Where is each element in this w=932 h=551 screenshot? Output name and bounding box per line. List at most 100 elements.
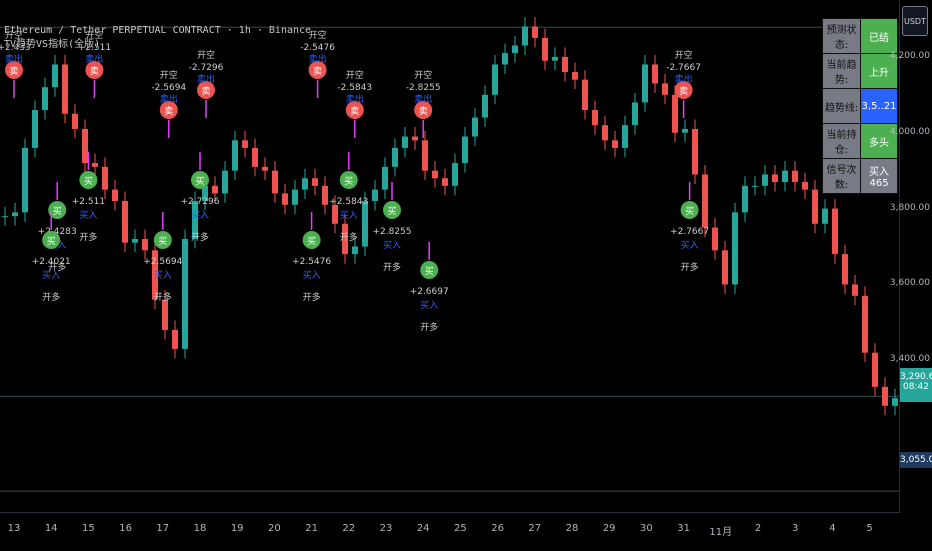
candle-body [452,163,458,186]
long-signal: 买 +2.5843 开多 买入 [329,152,368,243]
candle-body [752,185,758,187]
candle-body [62,64,68,114]
candle-body [372,189,378,202]
candle-body [532,26,538,38]
candle-body [802,182,808,190]
horizontal-lines [0,26,900,492]
candle-body [252,147,258,167]
circle-label: 买 [344,176,353,187]
candle-body [442,178,448,186]
time-tick: 22 [342,523,356,534]
signal-type: 开空 [675,49,693,61]
status-key: 当前持仓: [821,123,862,159]
candle-body [742,185,748,213]
signal-value: -2.5694 [151,83,186,93]
currency-button[interactable]: USDT [902,6,928,36]
candle-body [282,193,288,205]
countdown: 08:42 [903,382,929,392]
circle-label: 卖 [201,86,210,97]
buy-circle [383,201,401,219]
signal-value: +2.5694 [143,257,182,267]
candle-body [672,94,678,133]
candle-body [232,140,238,171]
signal-type: 开多 [420,321,438,333]
candlestick-series [2,17,898,416]
time-tick: 21 [305,523,318,534]
sell-circle [345,101,364,119]
circle-label: 卖 [419,106,428,117]
signal-value: +2.4283 [38,227,77,237]
candle-body [552,56,558,61]
circle-label: 买 [425,266,434,277]
candle-body [352,246,358,255]
circle-label: 买 [307,236,316,247]
signal-value: -2.7667 [666,63,701,73]
candle-body [812,189,818,224]
signal-value: +2.5843 [329,197,368,207]
chart-legend: Ethereum / Tether PERPETUAL CONTRACT · 1… [4,24,311,52]
sell-circle [5,61,23,79]
time-tick: 23 [379,523,393,534]
candle-body [342,223,348,255]
candle-body [622,125,628,148]
candle-body [112,189,118,202]
time-tick: 25 [454,523,467,534]
candle-body [722,250,728,285]
time-tick: 3 [792,523,799,534]
candle-body [542,37,548,61]
candle-body [392,147,398,167]
low-price-tag: 3,055.00 [900,452,932,468]
status-key: 当前趋势: [821,53,862,89]
price-tick: 3,400.00 [889,354,930,365]
time-tick: 11月 [709,527,733,538]
circle-label: 卖 [313,66,322,77]
signal-action: 买入 [42,270,60,281]
candle-body [412,136,418,141]
signal-type: 开多 [79,231,97,243]
candle-body [432,170,438,179]
status-value: 多头 [860,123,898,159]
signal-action: 卖出 [675,73,693,85]
candle-body [302,178,308,190]
candle-body [42,87,48,110]
circle-label: 买 [685,206,694,217]
candle-body [362,201,368,247]
price-tick: 3,600.00 [889,278,930,289]
signal-type: 开空 [309,29,327,41]
time-tick: 31 [677,523,690,534]
price-chart[interactable]: 卖+2.433开空卖出买+2.4283开多买入买+2.4021开多买入卖+2.5… [0,0,900,512]
signal-value: +2.6697 [410,287,449,297]
time-tick: 4 [829,523,836,534]
candle-body [762,174,768,186]
candle-body [652,64,658,84]
candle-body [152,250,158,300]
candle-body [262,166,268,171]
time-tick: 20 [268,523,281,534]
signal-action: 卖出 [160,93,178,105]
time-tick: 17 [156,523,170,534]
candle-body [52,64,58,88]
circle-label: 买 [387,206,396,217]
candle-body [422,140,428,171]
time-axis[interactable]: 13 14 15 16 17 18 19 20 21 22 23 24 25 26 27 28 29 30 31 11… [0,512,900,551]
candle-body [462,136,468,164]
signal-type: 开多 [48,261,66,273]
time-tick: 19 [230,523,244,534]
circle-label: 卖 [350,106,359,117]
signal-value: +2.4021 [32,257,71,267]
price-axis[interactable]: USDT 4,200.00 4,000.00 3,800.00 3,600.00 3,4… [890,0,932,512]
signal-action: 卖出 [346,93,364,105]
signal-action: 买入 [303,270,321,281]
long-signal: 买 +2.7296 开多 买入 [180,152,220,243]
signal-action: 买入 [79,210,97,221]
circle-label: 买 [195,176,204,187]
circle-label: 买 [47,236,56,247]
sell-circle [197,81,215,99]
signal-value: +2.7667 [670,227,709,237]
sell-circle [159,101,178,119]
